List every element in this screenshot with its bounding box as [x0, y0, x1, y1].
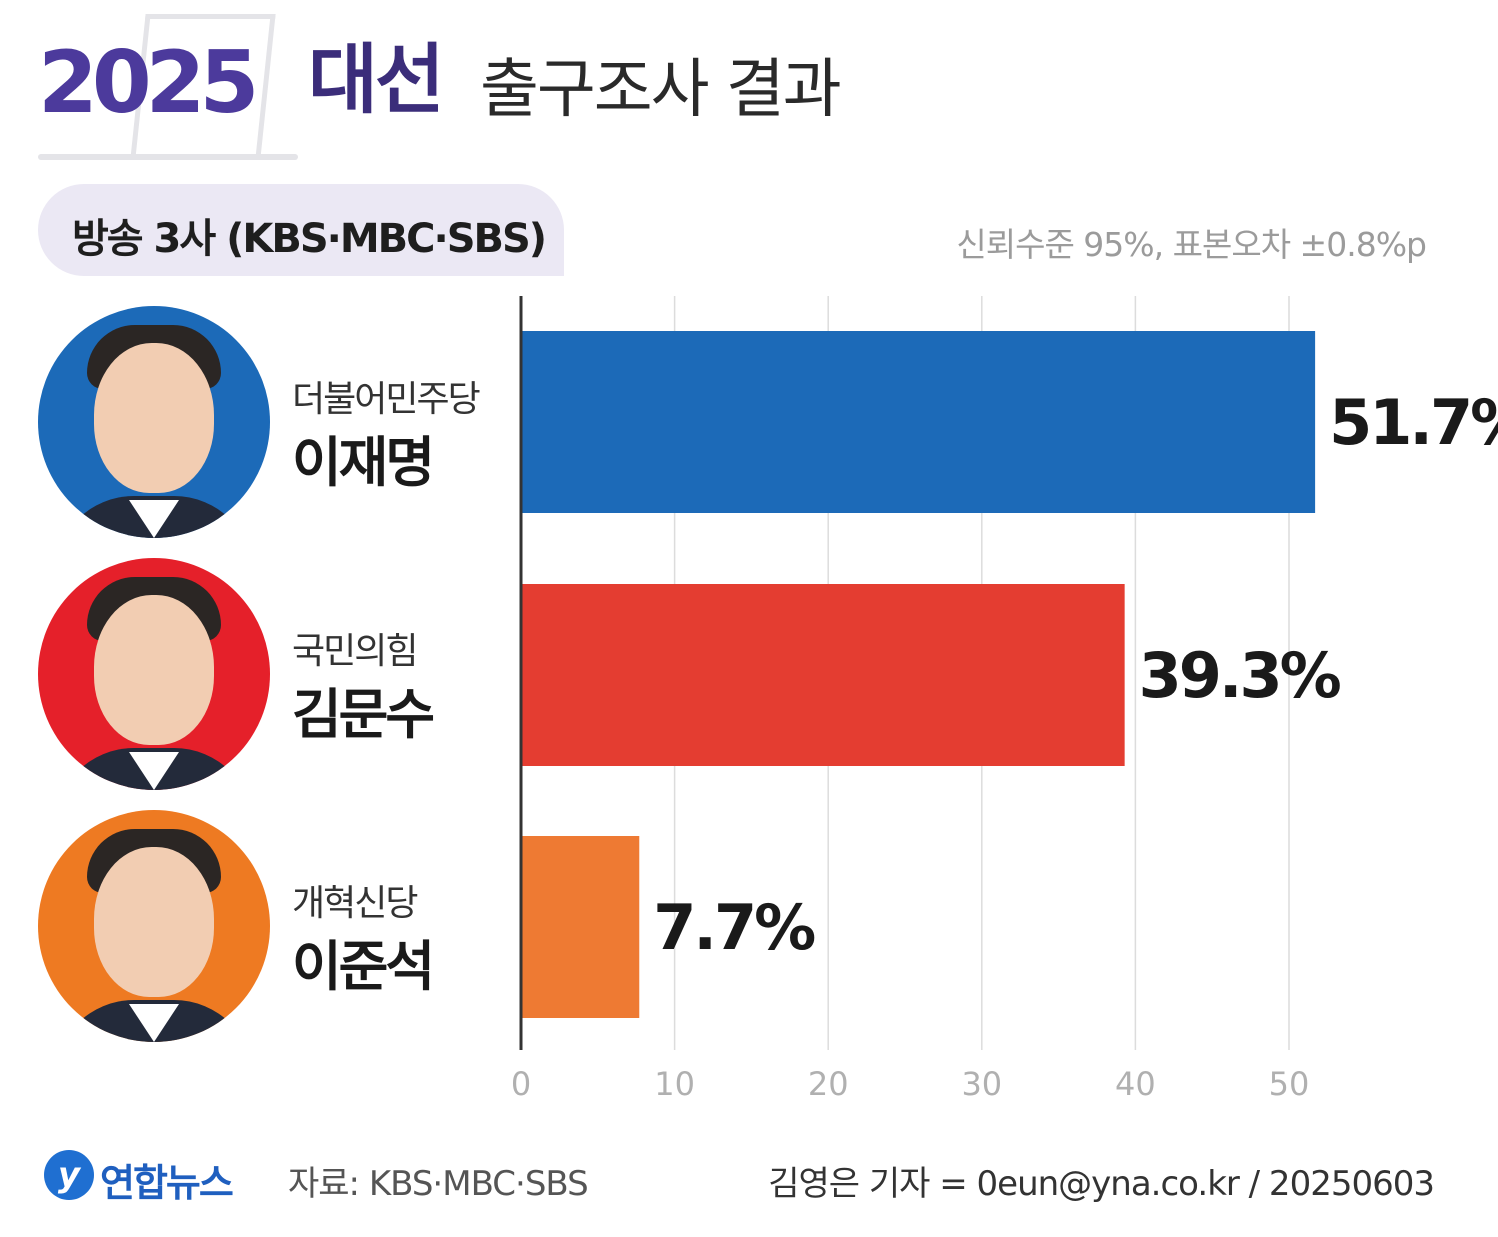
candidate-lee-junseok: 개혁신당 이준석 [38, 810, 508, 1042]
title-block: 2025 대선 출구조사 결과 [38, 6, 938, 166]
bar [521, 836, 640, 1018]
yonhap-logo: y 연합뉴스 [44, 1148, 284, 1205]
confidence-note: 신뢰수준 95%, 표본오차 ±0.8%p [956, 225, 1427, 264]
source-pill: 방송 3사 (KBS·MBC·SBS) [38, 184, 564, 276]
party-label: 개혁신당 [292, 883, 418, 924]
candidate-name: 이재명 [292, 431, 435, 494]
bar-value-label: 39.3% [1139, 639, 1341, 712]
bar-value-label: 51.7% [1329, 386, 1498, 459]
face-shape [94, 595, 214, 746]
x-tick-label: 20 [808, 1065, 849, 1103]
candidate-photo [38, 558, 270, 790]
ballot-base-decoration [38, 154, 298, 160]
title-subtitle: 출구조사 결과 [480, 53, 842, 127]
party-label: 국민의힘 [292, 631, 418, 672]
x-tick-label: 40 [1115, 1065, 1156, 1103]
candidate-lee-jaemyung: 더불어민주당 이재명 [38, 306, 508, 538]
candidate-name: 이준석 [292, 935, 435, 998]
footer-source: 자료: KBS·MBC·SBS [288, 1164, 589, 1204]
candidate-kim-moonsoo: 국민의힘 김문수 [38, 558, 508, 790]
title-main: 대선 [308, 35, 445, 124]
bar [521, 584, 1125, 766]
candidate-photo [38, 306, 270, 538]
x-tick-label: 50 [1269, 1065, 1310, 1103]
bar-value-label: 7.7% [653, 891, 815, 964]
candidate-photo [38, 810, 270, 1042]
face-shape [94, 343, 214, 494]
title-year: 2025 [38, 33, 259, 133]
x-tick-label: 0 [511, 1065, 531, 1103]
candidate-name: 김문수 [292, 683, 435, 746]
yonhap-logo-icon: y [44, 1150, 94, 1200]
x-tick-label: 10 [654, 1065, 695, 1103]
yonhap-logo-text: 연합뉴스 [100, 1161, 234, 1205]
source-pill-label: 방송 3사 (KBS·MBC·SBS) [72, 216, 547, 262]
face-shape [94, 847, 214, 998]
x-tick-label: 30 [961, 1065, 1002, 1103]
footer-credit: 김영은 기자 = 0eun@yna.co.kr / 20250603 [768, 1164, 1435, 1204]
bar [521, 331, 1316, 513]
party-label: 더불어민주당 [292, 379, 481, 420]
